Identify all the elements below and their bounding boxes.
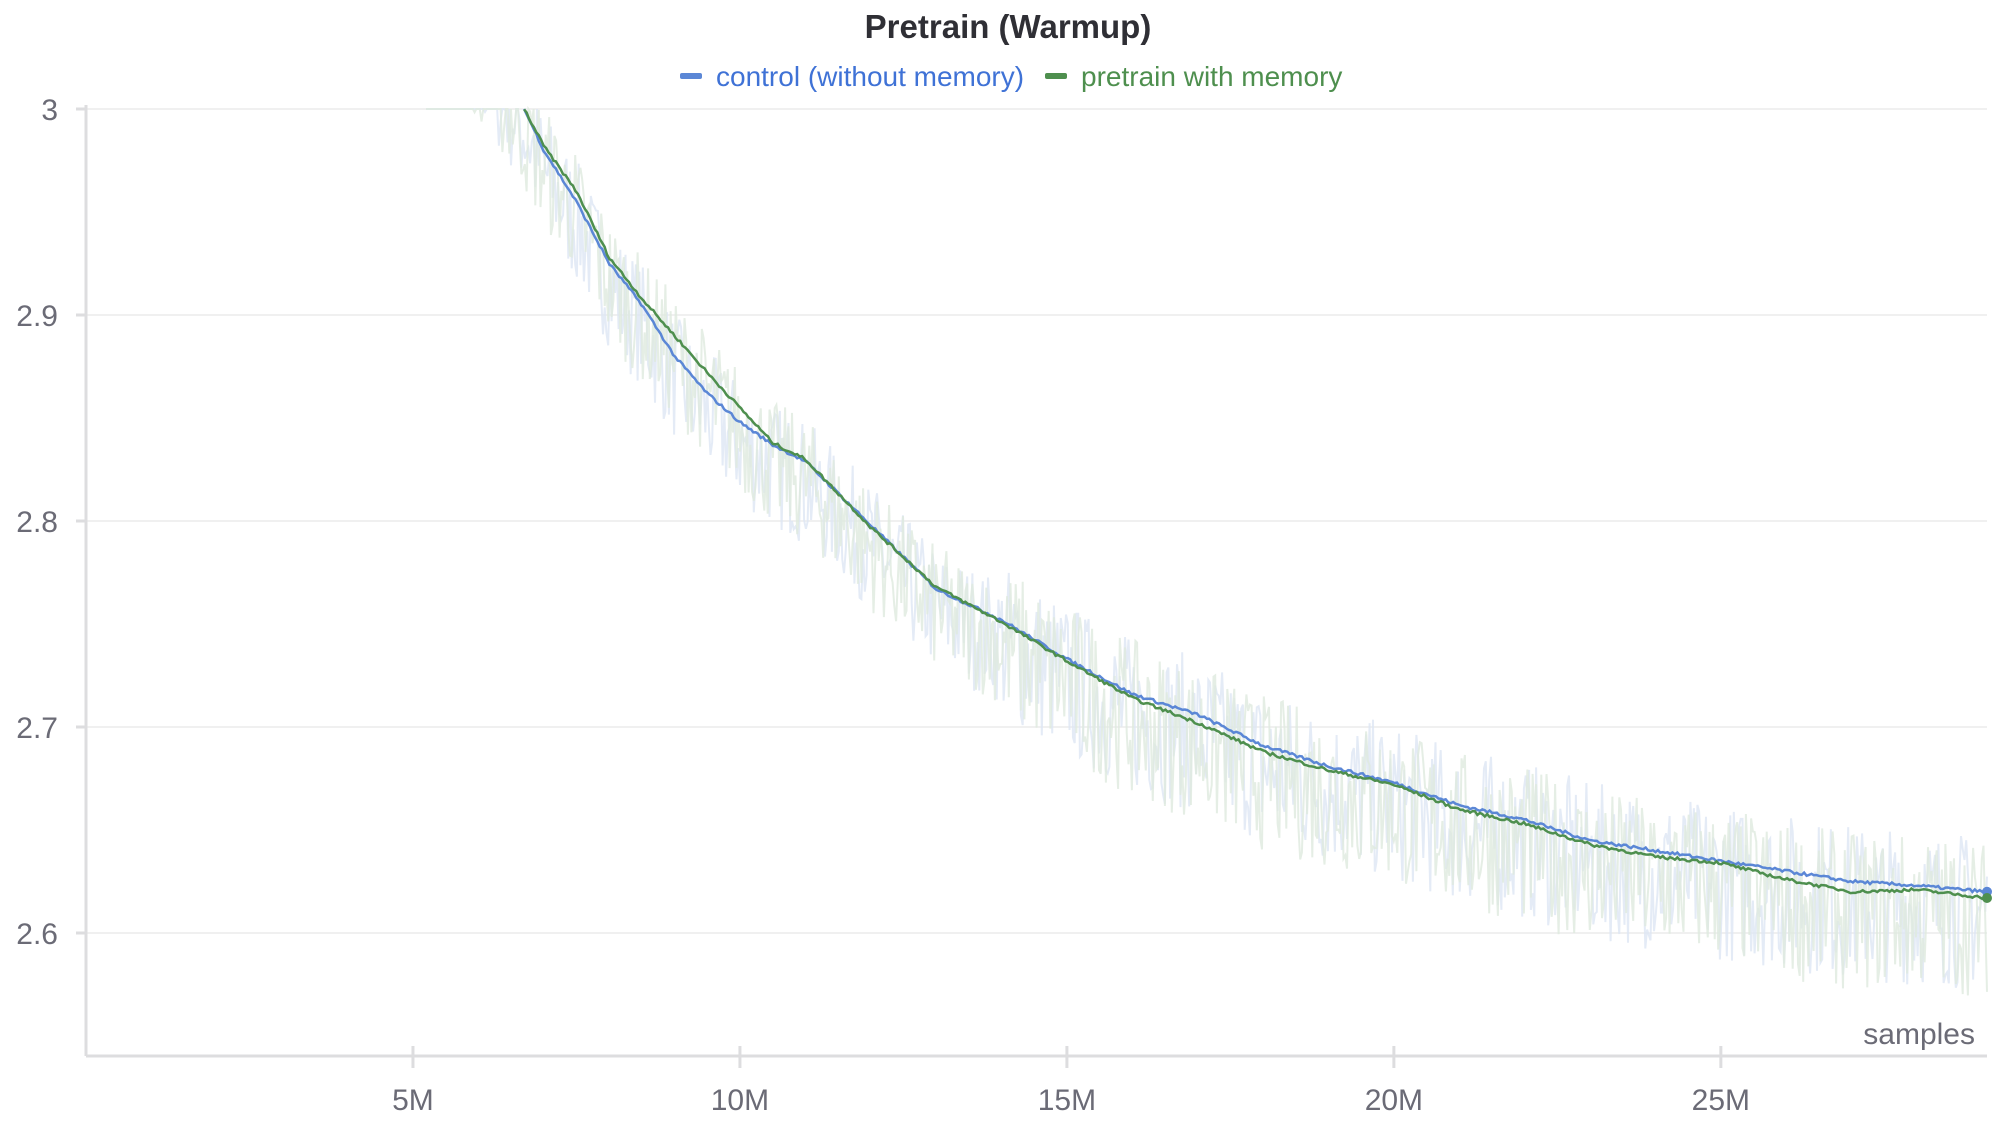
legend-item-memory[interactable]: pretrain with memory <box>1045 61 1342 92</box>
chart-title: Pretrain (Warmup) <box>865 8 1152 45</box>
legend-swatch-memory <box>1045 73 1067 79</box>
y-tick-label: 2.6 <box>16 918 58 951</box>
x-axis-label: samples <box>1863 1018 1975 1051</box>
gridlines <box>86 108 1987 934</box>
x-tick-label: 5M <box>392 1084 434 1117</box>
x-ticks: 5M 10M 15M 20M 25M <box>392 1046 1750 1117</box>
raw-noise-lines <box>426 105 1988 996</box>
x-tick-label: 20M <box>1365 1084 1423 1117</box>
series-lines <box>522 108 1992 903</box>
y-tick-label: 2.7 <box>16 712 58 745</box>
y-tick-label: 3 <box>41 94 58 127</box>
series-end-point-1 <box>1982 892 1992 903</box>
legend-label-control: control (without memory) <box>716 61 1024 92</box>
legend-swatch-control <box>680 73 702 79</box>
x-tick-label: 15M <box>1038 1084 1096 1117</box>
series-line-1[interactable] <box>523 108 1988 901</box>
y-tick-label: 2.9 <box>16 300 58 333</box>
raw-line-1 <box>426 105 1988 996</box>
y-ticks: 3 2.9 2.8 2.7 2.6 <box>16 94 86 951</box>
raw-line-0 <box>426 108 1988 989</box>
series-line-0[interactable] <box>522 108 1988 894</box>
y-tick-label: 2.8 <box>16 506 58 539</box>
legend: control (without memory) pretrain with m… <box>680 61 1342 92</box>
legend-item-control[interactable]: control (without memory) <box>680 61 1024 92</box>
x-tick-label: 10M <box>711 1084 769 1117</box>
legend-label-memory: pretrain with memory <box>1081 61 1342 92</box>
x-tick-label: 25M <box>1692 1084 1750 1117</box>
